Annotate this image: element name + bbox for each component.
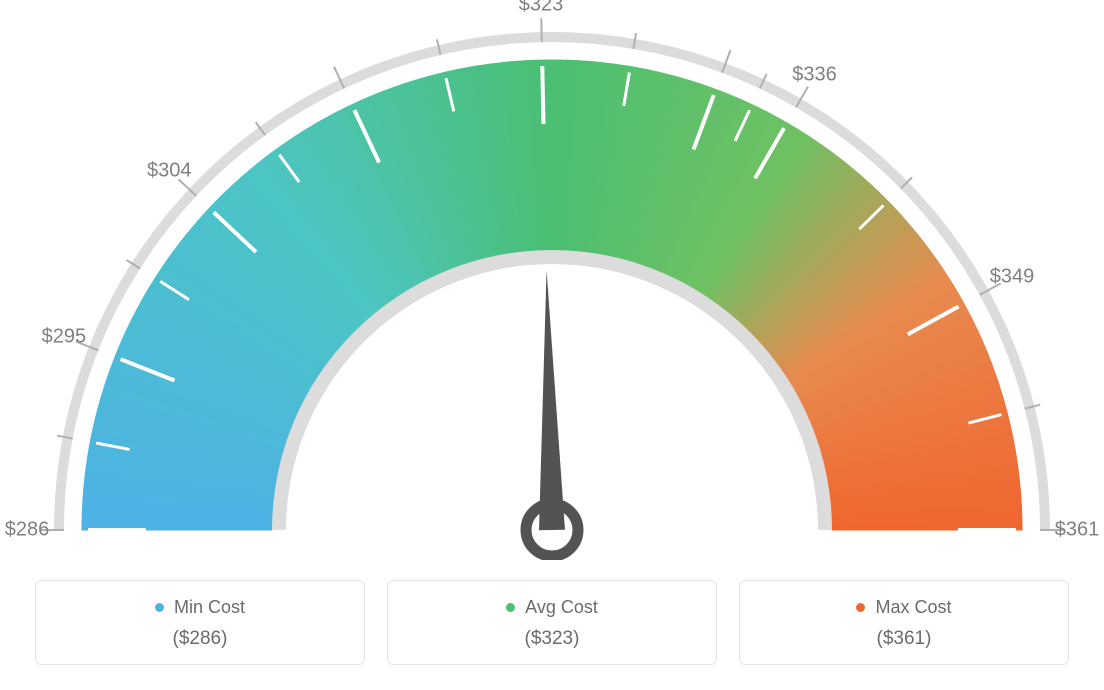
legend-label-min: Min Cost	[174, 597, 245, 618]
tick-label: $286	[5, 519, 50, 542]
tick-label: $304	[147, 159, 192, 182]
legend-card-avg: Avg Cost ($323)	[387, 580, 717, 665]
legend-value-avg: ($323)	[388, 628, 716, 650]
legend-title-min: Min Cost	[155, 597, 245, 618]
legend-label-avg: Avg Cost	[525, 597, 598, 618]
legend-card-max: Max Cost ($361)	[739, 580, 1069, 665]
dot-icon	[155, 603, 164, 612]
tick-label: $349	[990, 266, 1035, 289]
gauge-svg	[0, 0, 1104, 560]
dot-icon	[856, 603, 865, 612]
tick-label: $323	[519, 0, 564, 17]
tick-label: $295	[42, 325, 87, 348]
chart-container: $286 $295 $304 $323 $336 $349 $361 Min Cost ($…	[0, 0, 1104, 690]
legend-value-max: ($361)	[740, 628, 1068, 650]
tick-label: $361	[1055, 519, 1100, 542]
gauge-chart: $286 $295 $304 $323 $336 $349 $361	[0, 0, 1104, 560]
legend-row: Min Cost ($286) Avg Cost ($323) Max Cost…	[35, 580, 1069, 665]
legend-title-avg: Avg Cost	[506, 597, 598, 618]
legend-value-min: ($286)	[36, 628, 364, 650]
dot-icon	[506, 603, 515, 612]
legend-card-min: Min Cost ($286)	[35, 580, 365, 665]
legend-title-max: Max Cost	[856, 597, 951, 618]
tick-label: $336	[792, 64, 837, 87]
legend-label-max: Max Cost	[875, 597, 951, 618]
